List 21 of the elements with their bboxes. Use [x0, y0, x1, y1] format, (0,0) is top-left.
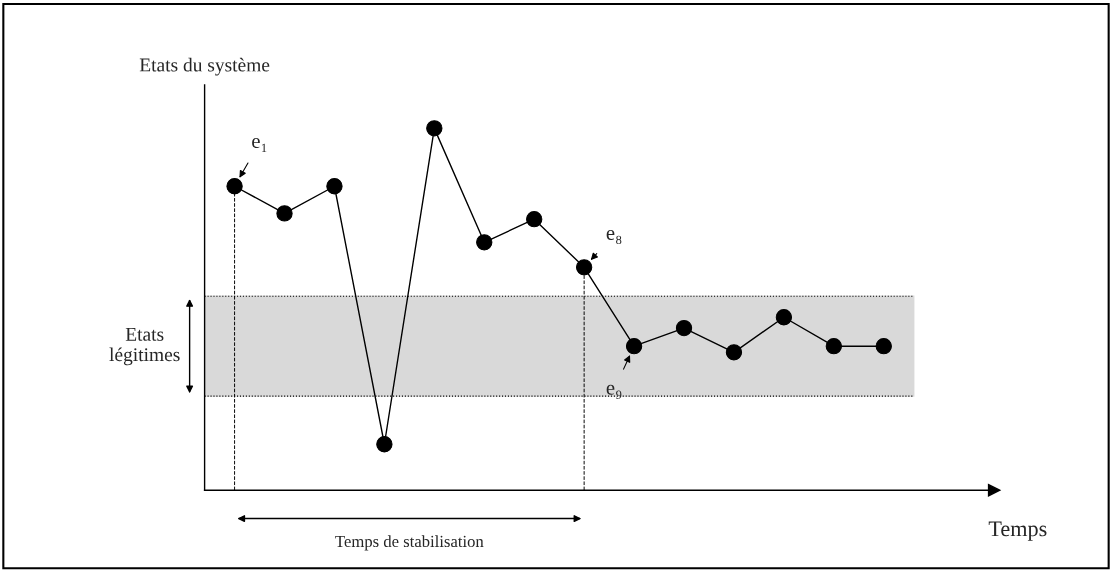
point: [725, 344, 743, 361]
point: [426, 120, 443, 137]
x-axis-title: Temps: [988, 521, 1047, 541]
point: [825, 338, 842, 355]
point: [625, 338, 643, 355]
point: [476, 234, 493, 251]
point: [226, 178, 243, 195]
point: [775, 309, 793, 326]
annotation: e₁: [252, 138, 267, 153]
point: [376, 436, 393, 453]
point: [276, 205, 293, 222]
point: [675, 319, 693, 337]
point: [326, 178, 343, 195]
y-axis-title: Etats du système: [139, 57, 270, 76]
band-label: Etats légitimes: [109, 327, 180, 366]
annotation: e₈: [606, 229, 622, 245]
annotation: e₉: [606, 384, 622, 399]
text: Temps de stabilisation: [335, 535, 484, 551]
point: [875, 338, 892, 355]
point: [575, 259, 593, 276]
point: [526, 211, 543, 228]
